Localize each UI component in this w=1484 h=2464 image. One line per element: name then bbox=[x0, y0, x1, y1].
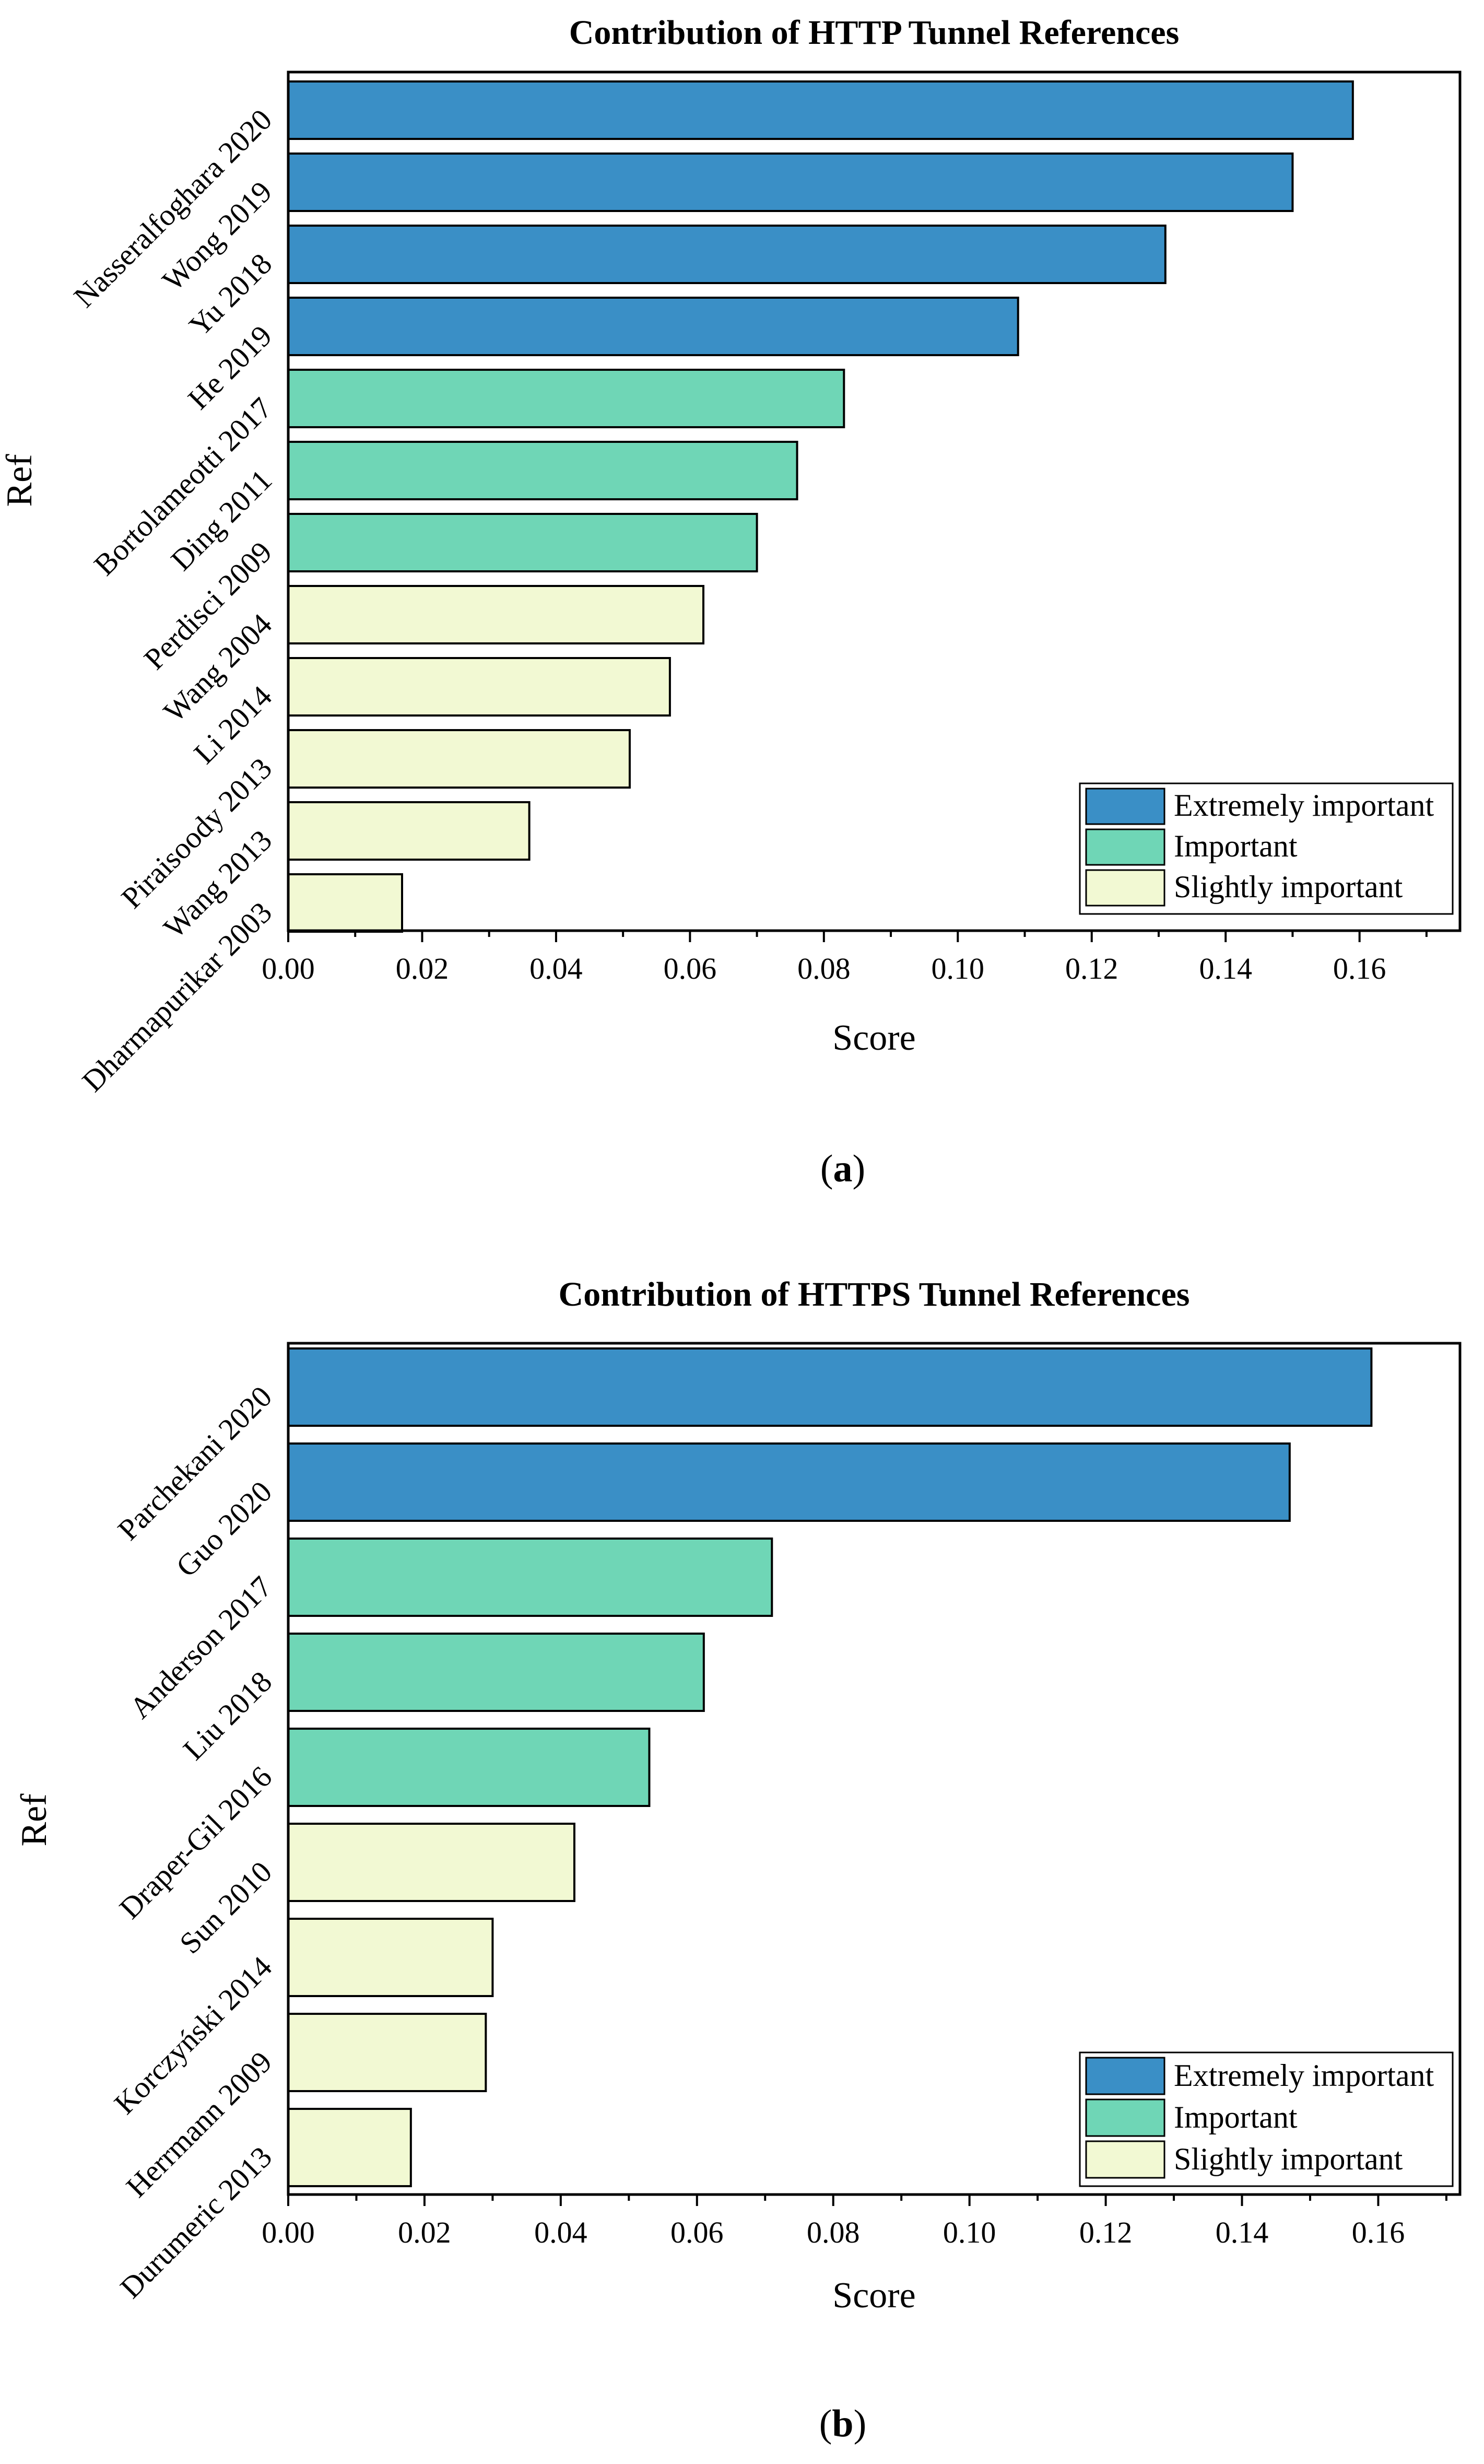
bar bbox=[287, 297, 1019, 356]
x-tick-label: 0.16 bbox=[1333, 952, 1386, 985]
bar bbox=[287, 2108, 412, 2187]
bar bbox=[287, 873, 403, 933]
x-tick-label: 0.02 bbox=[398, 2215, 451, 2249]
legend: Extremely important Important Slightly imp… bbox=[1079, 782, 1454, 915]
bar bbox=[287, 369, 845, 428]
y-axis-label: Ref bbox=[0, 454, 40, 507]
x-tick-label: 0.08 bbox=[797, 952, 851, 985]
bar bbox=[287, 1442, 1291, 1522]
chart-panel-b: Contribution of HTTPS Tunnel ReferencesP… bbox=[14, 1275, 1462, 2445]
plot-frame bbox=[287, 1342, 1462, 2196]
legend-swatch bbox=[1085, 2140, 1165, 2179]
legend-label: Slightly important bbox=[1174, 870, 1403, 904]
bar bbox=[287, 513, 758, 572]
legend-swatch bbox=[1085, 828, 1165, 866]
x-tick-label: 0.12 bbox=[1065, 952, 1118, 985]
legend-swatch bbox=[1085, 2057, 1165, 2095]
x-tick-label: 0.10 bbox=[932, 952, 985, 985]
figure-caption: (b) bbox=[819, 2402, 866, 2445]
bar bbox=[287, 585, 705, 644]
x-tick-label: 0.10 bbox=[943, 2215, 996, 2249]
x-tick-label: 0.00 bbox=[262, 2215, 315, 2249]
category-label: Korczyński 2014 bbox=[108, 1950, 278, 2120]
bar bbox=[287, 441, 798, 500]
y-axis-label: Ref bbox=[14, 1793, 54, 1847]
x-tick-label: 0.14 bbox=[1199, 952, 1252, 985]
legend-label: Extremely important bbox=[1174, 788, 1434, 823]
chart-panel-a: Contribution of HTTP Tunnel ReferencesNa… bbox=[0, 14, 1462, 1190]
legend-swatch bbox=[1085, 2098, 1165, 2137]
bar bbox=[287, 80, 1354, 140]
legend-swatch bbox=[1085, 788, 1165, 825]
bar bbox=[287, 1823, 575, 1902]
bar bbox=[287, 152, 1294, 212]
legend-label: Important bbox=[1174, 829, 1298, 863]
bar bbox=[287, 1538, 773, 1617]
x-tick-label: 0.12 bbox=[1079, 2215, 1133, 2249]
x-tick-label: 0.04 bbox=[534, 2215, 587, 2249]
x-tick-label: 0.08 bbox=[807, 2215, 860, 2249]
x-tick-label: 0.16 bbox=[1352, 2215, 1405, 2249]
bar bbox=[287, 1347, 1373, 1427]
x-axis-label: Score bbox=[832, 2275, 915, 2316]
bar bbox=[287, 225, 1167, 284]
x-tick-label: 0.02 bbox=[396, 952, 449, 985]
x-axis-label: Score bbox=[832, 1018, 915, 1058]
legend-label: Important bbox=[1174, 2100, 1298, 2134]
x-tick-label: 0.00 bbox=[262, 952, 315, 985]
legend-label: Extremely important bbox=[1174, 2058, 1434, 2093]
x-tick-label: 0.04 bbox=[529, 952, 583, 985]
chart-title: Contribution of HTTP Tunnel References bbox=[569, 14, 1180, 52]
x-tick-label: 0.06 bbox=[670, 2215, 724, 2249]
bar bbox=[287, 729, 631, 789]
legend: Extremely important Important Slightly imp… bbox=[1079, 2051, 1454, 2187]
bar bbox=[287, 1728, 651, 1807]
bar bbox=[287, 657, 671, 717]
bar bbox=[287, 2013, 487, 2092]
x-tick-label: 0.06 bbox=[664, 952, 717, 985]
bar bbox=[287, 1633, 705, 1712]
figure-caption: (a) bbox=[820, 1147, 865, 1190]
bar bbox=[287, 801, 531, 861]
plot-frame bbox=[287, 71, 1462, 932]
legend-swatch bbox=[1085, 869, 1165, 907]
x-tick-label: 0.14 bbox=[1216, 2215, 1269, 2249]
chart-title: Contribution of HTTPS Tunnel References bbox=[559, 1275, 1190, 1313]
bar bbox=[287, 1918, 494, 1997]
legend-label: Slightly important bbox=[1174, 2142, 1403, 2176]
